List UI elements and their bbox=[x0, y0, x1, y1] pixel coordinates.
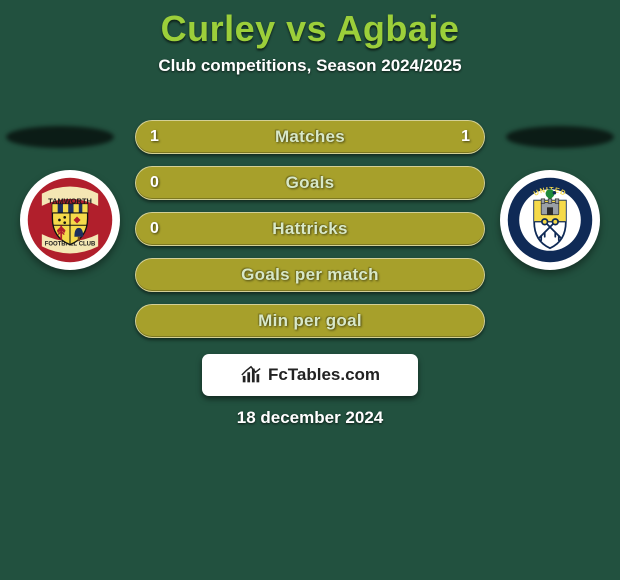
tamworth-crest: TAMWORTH FOOTBALL CLUB bbox=[20, 170, 120, 270]
chart-icon bbox=[240, 364, 262, 386]
tamworth-crest-svg: TAMWORTH FOOTBALL CLUB bbox=[26, 176, 114, 264]
stat-left-value: 0 bbox=[150, 174, 159, 192]
stat-label: Goals per match bbox=[241, 265, 379, 285]
comparison-title: Curley vs Agbaje bbox=[0, 8, 620, 50]
stat-label: Matches bbox=[275, 127, 345, 147]
stat-bar: Goals per match bbox=[135, 258, 485, 292]
comparison-subtitle: Club competitions, Season 2024/2025 bbox=[0, 56, 620, 76]
stat-label: Goals bbox=[286, 173, 335, 193]
stat-label: Min per goal bbox=[258, 311, 362, 331]
stat-left-value: 0 bbox=[150, 220, 159, 238]
stat-label: Hattricks bbox=[272, 219, 347, 239]
stat-bar: Hattricks 0 bbox=[135, 212, 485, 246]
date-line: 18 december 2024 bbox=[0, 408, 620, 428]
watermark-card[interactable]: FcTables.com bbox=[202, 354, 418, 396]
right-shadow-ellipse bbox=[506, 126, 614, 148]
stat-bars-container: Matches 1 1 Goals 0 Hattricks 0 Goals per match… bbox=[135, 120, 485, 350]
stat-left-value: 1 bbox=[150, 128, 159, 146]
sutton-crest-svg: SUTTON UNITED UNITED bbox=[506, 176, 594, 264]
stat-bar: Matches 1 1 bbox=[135, 120, 485, 154]
stat-bar: Goals 0 bbox=[135, 166, 485, 200]
watermark-text: FcTables.com bbox=[268, 365, 380, 385]
sutton-crest: SUTTON UNITED UNITED bbox=[500, 170, 600, 270]
left-shadow-ellipse bbox=[6, 126, 114, 148]
infographic-root: Curley vs Agbaje Club competitions, Seas… bbox=[0, 0, 620, 580]
stat-right-value: 1 bbox=[461, 128, 470, 146]
stat-bar: Min per goal bbox=[135, 304, 485, 338]
